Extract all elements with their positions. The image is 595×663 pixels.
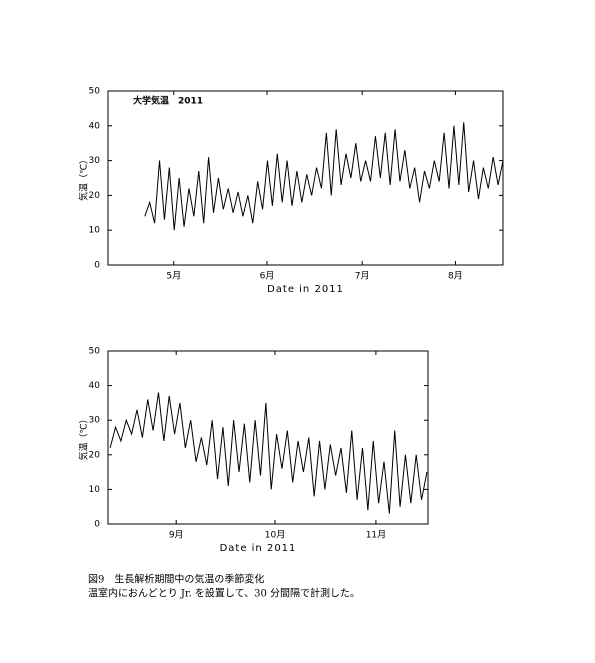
- y-tick-label: 30: [89, 416, 101, 426]
- x-tick-label: 10月: [265, 530, 285, 541]
- y-tick-label: 0: [94, 261, 100, 271]
- y-tick-label: 30: [89, 156, 101, 166]
- x-tick-label: 5月: [166, 271, 181, 282]
- plot-frame: [107, 350, 429, 525]
- x-axis-label: Date in 2011: [220, 543, 297, 554]
- y-tick-label: 10: [89, 485, 101, 495]
- plot-frame: [107, 90, 504, 266]
- data-line: [144, 122, 504, 231]
- y-tick-label: 50: [89, 87, 101, 97]
- y-tick-label: 40: [89, 121, 101, 131]
- annotation: 大学気温 2011: [133, 95, 203, 107]
- x-tick-label: 11月: [366, 530, 386, 541]
- y-axis-label: 気温（℃）: [78, 414, 90, 460]
- x-tick-label: 6月: [260, 271, 275, 282]
- x-tick-label: 9月: [169, 530, 184, 541]
- x-axis-label: Date in 2011: [267, 284, 344, 295]
- y-tick-label: 20: [89, 191, 101, 201]
- y-tick-label: 0: [94, 520, 100, 530]
- y-tick-label: 10: [89, 226, 101, 236]
- y-tick-label: 50: [89, 347, 101, 357]
- x-tick-label: 8月: [448, 271, 463, 282]
- y-axis-label: 気温（℃）: [78, 155, 90, 201]
- caption: 図9 生長解析期間中の気温の季節変化: [88, 573, 264, 586]
- data-line: [109, 392, 428, 514]
- y-tick-label: 20: [89, 450, 101, 460]
- x-tick-label: 7月: [355, 271, 370, 282]
- y-tick-label: 40: [89, 381, 101, 391]
- caption: 温室内におんどとり Jr. を設置して、30 分間隔で計測した。: [88, 587, 360, 600]
